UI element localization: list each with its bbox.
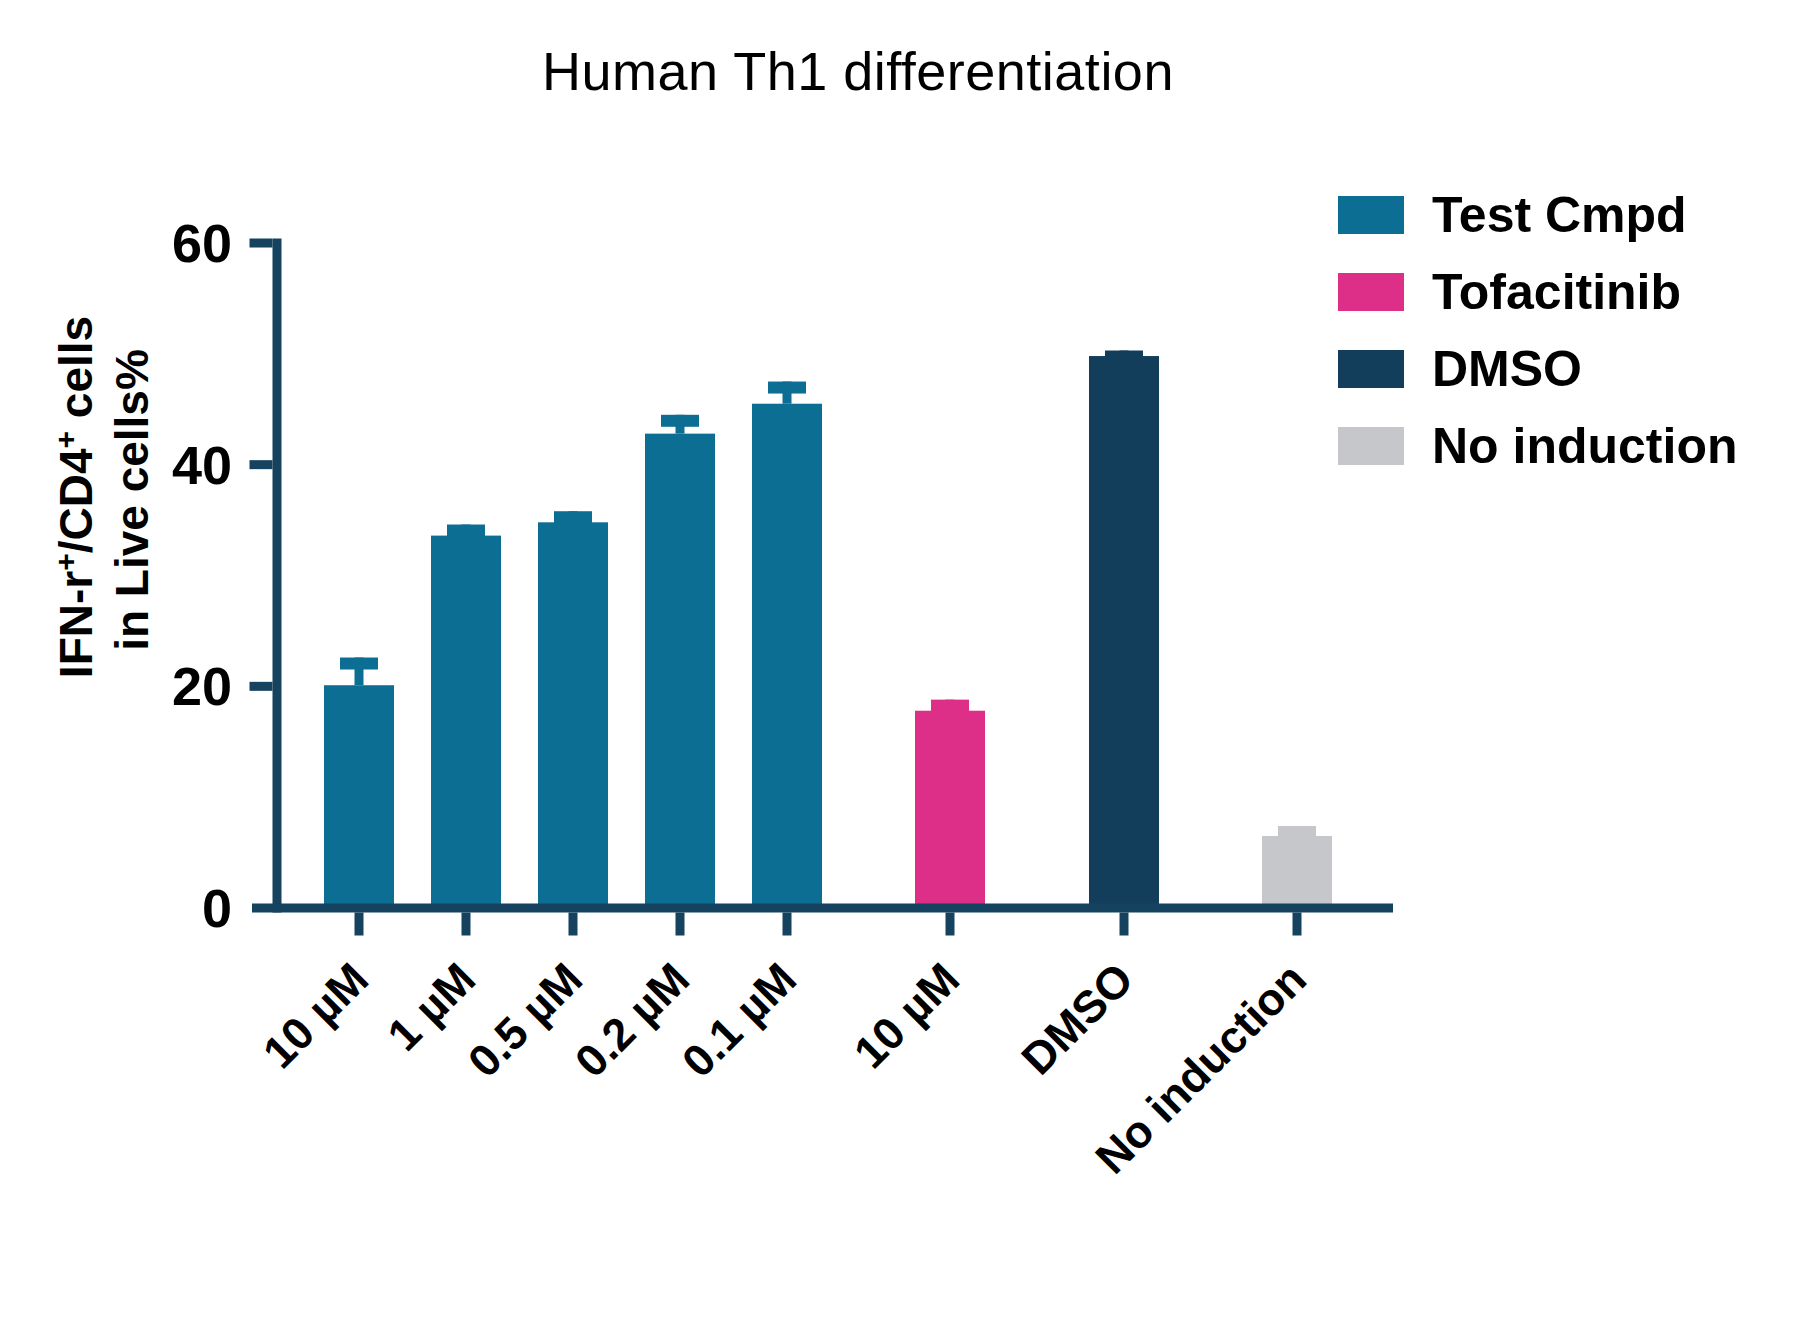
bar-6-dmso — [1089, 356, 1159, 908]
legend-label-dmso: DMSO — [1432, 350, 1582, 388]
bar-0-10-m — [324, 685, 394, 908]
bar-2-0-5-m — [538, 522, 608, 908]
legend: Test Cmpd Tofacitinib DMSO No induction — [1338, 196, 1738, 504]
y-tick-label-40: 40 — [172, 435, 232, 495]
x-tick-label-6-dmso: DMSO — [1012, 953, 1144, 1085]
legend-swatch-test-cmpd — [1338, 196, 1404, 234]
x-tick-6 — [1120, 913, 1129, 936]
legend-swatch-dmso — [1338, 350, 1404, 388]
error-bar-cap-2 — [554, 511, 592, 523]
legend-item-test-cmpd: Test Cmpd — [1338, 196, 1738, 234]
y-axis-title-line2: in Live cells% — [106, 349, 158, 651]
x-tick-2 — [569, 913, 578, 936]
bar-5-10-m — [915, 711, 985, 908]
legend-item-tofacitinib: Tofacitinib — [1338, 273, 1738, 311]
x-tick-4 — [783, 913, 792, 936]
error-bar-cap-7 — [1278, 826, 1316, 838]
y-axis-line — [273, 239, 282, 913]
error-bar-cap-3 — [661, 415, 699, 427]
chart-title: Human Th1 differentiation — [0, 40, 1716, 102]
legend-label-no-induction: No induction — [1432, 427, 1738, 465]
legend-swatch-tofacitinib — [1338, 273, 1404, 311]
x-tick-label-0-10-m: 10 µM — [253, 953, 378, 1078]
y-tick-label-0: 0 — [202, 878, 232, 938]
legend-item-dmso: DMSO — [1338, 350, 1738, 388]
x-axis-line — [252, 904, 1393, 913]
legend-label-test-cmpd: Test Cmpd — [1432, 196, 1687, 234]
x-tick-label-4-0-1-m: 0.1 µM — [672, 953, 806, 1087]
legend-label-tofacitinib: Tofacitinib — [1432, 273, 1681, 311]
x-tick-label-2-0-5-m: 0.5 µM — [458, 953, 592, 1087]
y-axis-title-line1: IFN-r+​/CD4+​ cells — [49, 316, 102, 678]
bar-7-no-induction — [1262, 836, 1332, 908]
y-tick-60 — [250, 239, 273, 248]
x-tick-3 — [676, 913, 685, 936]
x-tick-7 — [1293, 913, 1302, 936]
error-bar-cap-4 — [768, 382, 806, 394]
y-tick-20 — [250, 682, 273, 691]
error-bar-cap-0 — [340, 658, 378, 670]
figure: 020406010 µM1 µM0.5 µM0.2 µM0.1 µM10 µMD… — [0, 0, 1800, 1336]
x-tick-1 — [462, 913, 471, 936]
bar-1-1-m — [431, 536, 501, 908]
x-tick-label-5-10-m: 10 µM — [844, 953, 969, 1078]
y-tick-label-60: 60 — [172, 213, 232, 273]
x-tick-0 — [355, 913, 364, 936]
y-tick-label-20: 20 — [172, 656, 232, 716]
x-tick-label-3-0-2-m: 0.2 µM — [565, 953, 699, 1087]
legend-item-no-induction: No induction — [1338, 427, 1738, 465]
y-tick-40 — [250, 460, 273, 469]
bar-4-0-1-m — [752, 404, 822, 908]
error-bar-cap-5 — [931, 700, 969, 712]
error-bar-cap-6 — [1105, 351, 1143, 363]
error-bar-cap-1 — [447, 525, 485, 537]
legend-swatch-no-induction — [1338, 427, 1404, 465]
x-tick-5 — [946, 913, 955, 936]
bar-3-0-2-m — [645, 434, 715, 908]
